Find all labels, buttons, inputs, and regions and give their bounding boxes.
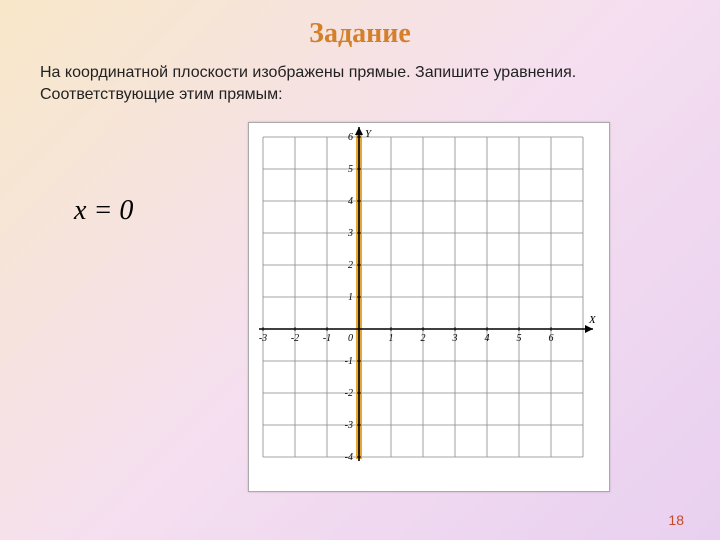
svg-text:X: X [588, 314, 597, 326]
svg-text:4: 4 [348, 196, 353, 207]
svg-text:-4: -4 [345, 452, 353, 463]
prompt-line-2: Соответствующие этим прямым: [40, 86, 283, 103]
svg-text:6: 6 [348, 132, 353, 143]
svg-text:6: 6 [549, 333, 554, 344]
task-prompt: На координатной плоскости изображены пря… [40, 62, 680, 105]
svg-text:1: 1 [348, 292, 353, 303]
svg-text:-1: -1 [345, 356, 353, 367]
svg-text:0: 0 [348, 333, 353, 344]
svg-text:-2: -2 [291, 333, 299, 344]
prompt-line-1: На координатной плоскости изображены пря… [40, 64, 576, 81]
svg-text:-2: -2 [345, 388, 353, 399]
svg-text:2: 2 [421, 333, 426, 344]
svg-text:4: 4 [485, 333, 490, 344]
svg-text:-3: -3 [345, 420, 353, 431]
page-number: 18 [668, 512, 684, 528]
svg-text:2: 2 [348, 260, 353, 271]
svg-text:3: 3 [347, 228, 353, 239]
svg-text:3: 3 [452, 333, 458, 344]
svg-text:1: 1 [389, 333, 394, 344]
svg-text:-3: -3 [259, 333, 267, 344]
equation-text: x = 0 [74, 195, 133, 227]
svg-text:5: 5 [517, 333, 522, 344]
svg-text:-1: -1 [323, 333, 331, 344]
coordinate-chart: -3-2-1123456-4-3-2-11234560XY [248, 122, 610, 492]
slide: { "title": "Задание", "prompt_line1": "Н… [0, 0, 720, 540]
svg-text:5: 5 [348, 164, 353, 175]
chart-svg: -3-2-1123456-4-3-2-11234560XY [249, 123, 609, 491]
slide-title: Задание [0, 18, 720, 50]
